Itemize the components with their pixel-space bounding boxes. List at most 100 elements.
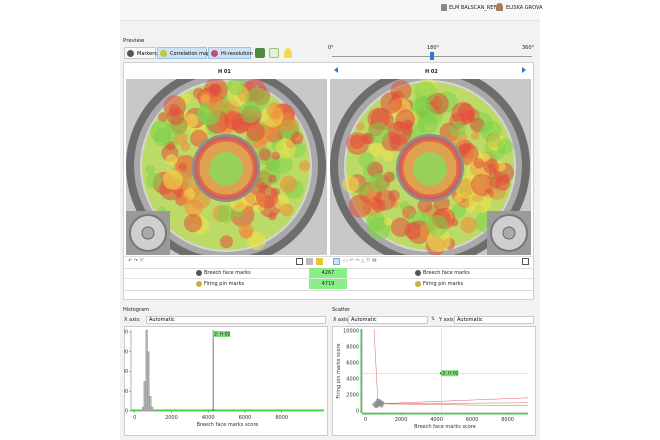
heat-blob bbox=[426, 214, 448, 237]
heat-blob bbox=[495, 175, 511, 191]
tool-button[interactable] bbox=[306, 258, 313, 265]
heat-blob bbox=[207, 96, 224, 114]
slider-thumb[interactable] bbox=[430, 52, 434, 60]
heat-blob bbox=[390, 217, 411, 237]
heat-blob bbox=[271, 151, 281, 160]
x-axis-dropdown[interactable]: Automatic bbox=[146, 316, 326, 324]
prev-arrow[interactable] bbox=[334, 67, 338, 73]
scatter-point bbox=[380, 400, 385, 406]
next-arrow[interactable] bbox=[522, 67, 526, 73]
section-title: Preview bbox=[123, 38, 145, 44]
y-axis-dropdown[interactable]: Automatic bbox=[454, 316, 534, 324]
tool-button[interactable] bbox=[296, 258, 303, 265]
heat-blob bbox=[184, 113, 199, 128]
thumbnail-primer bbox=[502, 226, 516, 240]
image-h02 bbox=[330, 79, 531, 255]
score-cell: 4719 bbox=[309, 279, 347, 289]
slider-min-label: 0° bbox=[328, 45, 334, 51]
heat-blob bbox=[451, 101, 475, 126]
heat-blob bbox=[383, 171, 395, 183]
tool-buttons[interactable]: ▭ ↶ ↷ △ ⤧ ⌘ bbox=[343, 258, 377, 264]
heat-blob bbox=[258, 148, 271, 161]
heat-blob bbox=[481, 153, 490, 162]
range-highlight bbox=[362, 413, 528, 415]
tab-icon bbox=[160, 50, 167, 57]
plot-frame bbox=[332, 326, 536, 436]
tab-label: Markers bbox=[137, 51, 157, 57]
axis-select-label: Y axis: bbox=[439, 317, 456, 323]
application-window: ELM BALSCAN_REF ELISKA GROVA Preview Mar… bbox=[120, 0, 543, 440]
heat-blob bbox=[371, 199, 386, 213]
heat-blob bbox=[460, 216, 477, 234]
tool-button[interactable] bbox=[255, 48, 265, 58]
y-tick-label: 4000 bbox=[346, 377, 359, 383]
heat-blob bbox=[480, 120, 502, 142]
heat-blob bbox=[497, 138, 514, 155]
y-tick-label: 8000 bbox=[346, 345, 359, 351]
heat-blob bbox=[290, 132, 304, 145]
row-label: Firing pin marks bbox=[204, 281, 245, 287]
heat-blob bbox=[219, 235, 233, 249]
heat-blob bbox=[367, 121, 389, 144]
top-bar bbox=[120, 0, 540, 21]
hi-resolution-tab[interactable]: Hi-resolution bbox=[208, 47, 253, 59]
x-axis-dropdown[interactable]: Automatic bbox=[348, 316, 428, 324]
heat-blob bbox=[268, 211, 277, 221]
markers-tab[interactable]: Markers bbox=[124, 47, 157, 59]
undo-button[interactable]: ↶ ↷ ⤧ bbox=[128, 258, 144, 264]
heat-blob bbox=[162, 169, 183, 190]
range-highlight bbox=[360, 329, 362, 413]
heat-blob bbox=[266, 102, 284, 120]
y-tick-label: 10000 bbox=[343, 329, 359, 335]
user-icon bbox=[441, 4, 447, 11]
heat-blob bbox=[357, 183, 370, 196]
y-tick-label: 800 bbox=[124, 330, 128, 336]
heat-blob bbox=[183, 213, 203, 233]
point-label-bg bbox=[441, 370, 459, 377]
heat-blob bbox=[369, 142, 384, 158]
section-title: Scatter bbox=[332, 307, 351, 313]
heat-blob bbox=[238, 101, 261, 124]
tab-label: Hi-resolution bbox=[221, 51, 253, 57]
heat-blob bbox=[238, 223, 254, 239]
heat-blob bbox=[227, 79, 246, 96]
histogram-bar bbox=[152, 409, 156, 412]
range-highlight bbox=[131, 409, 324, 411]
heat-blob bbox=[468, 190, 492, 214]
slider-mid-label: 180° bbox=[427, 45, 440, 51]
user-name[interactable]: ELM BALSCAN_REF bbox=[449, 5, 497, 11]
heat-blob bbox=[180, 141, 191, 152]
image-label: H 02 bbox=[425, 69, 438, 75]
heat-blob bbox=[165, 153, 178, 166]
heat-blob bbox=[380, 92, 403, 114]
tool-button[interactable] bbox=[522, 258, 529, 265]
heat-blob bbox=[158, 112, 169, 123]
tool-button[interactable] bbox=[316, 258, 323, 265]
correlation-map-tab[interactable]: Correlation map bbox=[157, 47, 210, 59]
heat-blob bbox=[471, 131, 480, 141]
row-label: Firing pin marks bbox=[423, 281, 464, 287]
tool-button[interactable] bbox=[284, 48, 292, 58]
regression-line bbox=[373, 328, 379, 404]
primer-center bbox=[209, 152, 243, 186]
tool-button[interactable] bbox=[269, 48, 279, 58]
tool-button[interactable] bbox=[333, 258, 340, 265]
heat-blob bbox=[201, 112, 215, 126]
histogram-bar bbox=[143, 381, 146, 412]
histogram-bar bbox=[149, 396, 152, 412]
dropdown-value: Automatic bbox=[351, 317, 377, 323]
heat-blob bbox=[348, 194, 372, 218]
user-name[interactable]: ELISKA GROVA bbox=[506, 5, 543, 11]
image-h01 bbox=[126, 79, 327, 255]
marker-label-bg bbox=[213, 331, 231, 337]
histogram-bar bbox=[151, 406, 154, 412]
x-tick-label: 6000 bbox=[239, 415, 252, 421]
regression-line bbox=[377, 403, 529, 407]
y-axis-label: Firing pin marks score bbox=[336, 343, 342, 398]
regression-line bbox=[377, 402, 529, 405]
heat-blob bbox=[395, 109, 416, 130]
swap-axes-button[interactable]: ⇅ bbox=[431, 316, 436, 322]
results-table bbox=[124, 268, 533, 291]
row-icon bbox=[196, 281, 202, 287]
